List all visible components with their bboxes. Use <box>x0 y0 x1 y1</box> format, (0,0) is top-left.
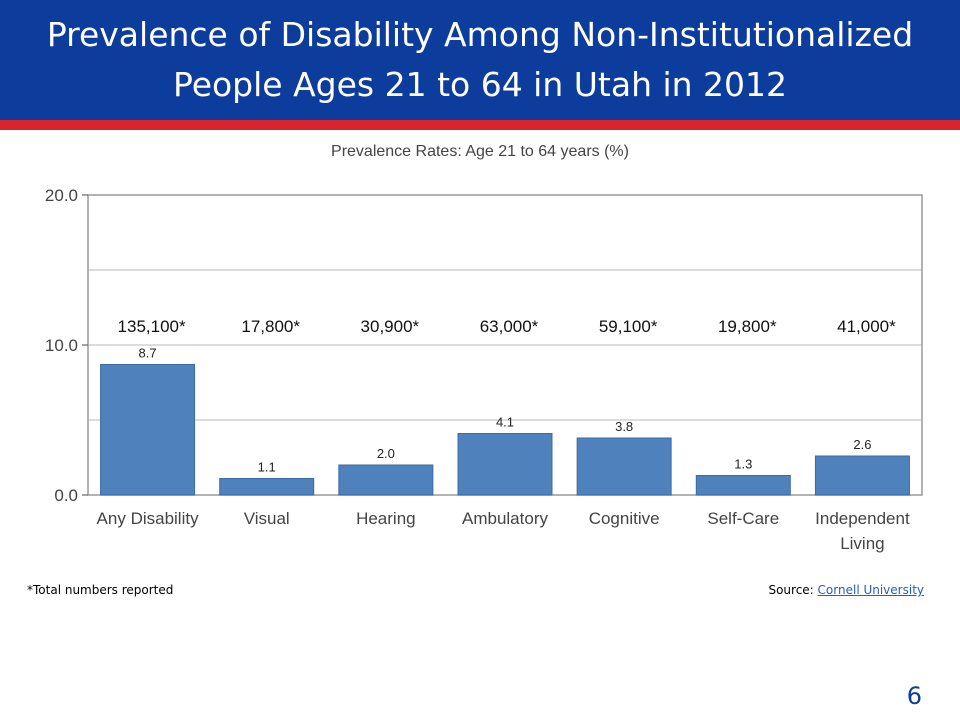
data-label: 1.1 <box>258 460 276 475</box>
total-count-label: 63,000* <box>480 317 539 336</box>
page-number: 6 <box>906 682 922 710</box>
chart-title: Prevalence Rates: Age 21 to 64 years (%) <box>331 143 629 160</box>
total-count-label: 59,100* <box>599 317 658 336</box>
bar-independent-living <box>814 455 910 496</box>
source-citation: Source: Cornell University <box>768 583 924 597</box>
data-label: 2.6 <box>853 437 871 452</box>
data-label: 3.8 <box>615 419 633 434</box>
bar-self-care <box>695 475 791 496</box>
source-label: Source: <box>768 583 818 597</box>
y-tick-label: 20.0 <box>45 186 78 205</box>
bar-visual <box>219 478 315 496</box>
x-tick-label: Independent <box>815 509 910 528</box>
header-accent-stripe <box>0 120 960 130</box>
x-tick-label: Cognitive <box>589 509 660 528</box>
y-tick-label: 10.0 <box>45 336 78 355</box>
x-tick-label: Ambulatory <box>462 509 548 528</box>
data-label: 8.7 <box>139 346 157 361</box>
bar-hearing <box>338 464 434 496</box>
bar-ambulatory <box>457 433 553 496</box>
x-tick-label: Hearing <box>356 509 416 528</box>
x-tick-label: Living <box>840 534 884 553</box>
x-tick-label: Any Disability <box>97 509 200 528</box>
y-tick-label: 0.0 <box>54 486 78 505</box>
total-count-label: 30,900* <box>361 317 420 336</box>
bar-chart: Prevalence Rates: Age 21 to 64 years (%)… <box>45 143 923 553</box>
total-count-label: 19,800* <box>718 317 777 336</box>
slide-title-line-2: People Ages 21 to 64 in Utah in 2012 <box>172 65 788 104</box>
slide-title: Prevalence of Disability Among Non-Insti… <box>0 10 960 110</box>
data-label: 4.1 <box>496 415 514 430</box>
x-tick-label: Self-Care <box>707 509 779 528</box>
slide-title-line-1: Prevalence of Disability Among Non-Insti… <box>46 15 914 54</box>
bar-any-disability <box>100 364 196 496</box>
total-count-label: 17,800* <box>241 317 300 336</box>
data-label: 1.3 <box>734 457 752 472</box>
slide-header <box>0 0 960 120</box>
data-label: 2.0 <box>377 446 395 461</box>
total-count-label: 41,000* <box>837 317 896 336</box>
footnote: *Total numbers reported <box>27 583 174 597</box>
bar-cognitive <box>576 437 672 496</box>
source-link[interactable]: Cornell University <box>817 583 924 597</box>
total-count-label: 135,100* <box>118 317 186 336</box>
x-tick-label: Visual <box>244 509 290 528</box>
